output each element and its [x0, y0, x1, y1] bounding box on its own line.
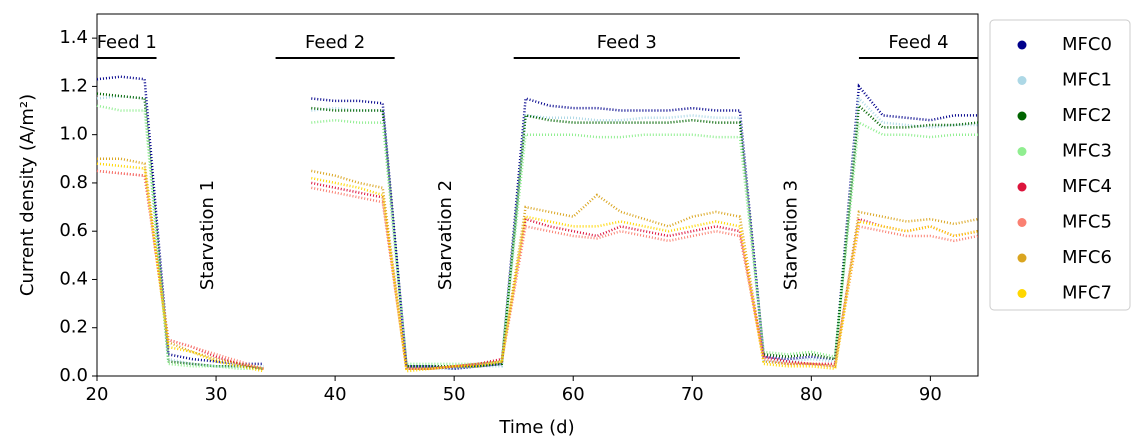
y-axis-label: Current density (A/m²) — [17, 94, 38, 296]
legend-label: MFC4 — [1062, 176, 1112, 197]
y-tick-label: 1.2 — [59, 75, 88, 96]
legend-label: MFC7 — [1062, 283, 1112, 304]
legend-marker — [1017, 111, 1027, 121]
starvation-label: Starvation 3 — [780, 180, 801, 290]
feed-label: Feed 3 — [597, 32, 657, 53]
y-tick-label: 1.4 — [59, 27, 88, 48]
y-tick-label: 0.6 — [59, 220, 88, 241]
legend-label: MFC6 — [1062, 247, 1112, 268]
series-line — [96, 104, 978, 371]
y-tick-label: 0.8 — [59, 172, 88, 193]
x-tick-label: 80 — [800, 384, 823, 405]
legend-marker — [1017, 289, 1027, 298]
x-tick-label: 60 — [562, 384, 585, 405]
legend-marker — [1017, 182, 1027, 192]
feed-label: Feed 4 — [888, 32, 948, 53]
series-line — [96, 92, 979, 371]
series-line — [96, 75, 978, 371]
x-axis-label: Time (d) — [498, 417, 574, 438]
legend-marker — [1017, 253, 1027, 263]
y-tick-label: 0.0 — [59, 365, 88, 386]
x-tick-label: 70 — [681, 384, 704, 405]
series-line — [96, 169, 979, 371]
x-tick-label: 50 — [443, 384, 466, 405]
legend-label: MFC5 — [1062, 212, 1112, 233]
plot-frame — [96, 13, 979, 377]
legend-box — [989, 19, 1131, 311]
feed-label: Feed 2 — [305, 32, 365, 53]
legend-label: MFC2 — [1062, 105, 1112, 126]
starvation-label: Starvation 2 — [435, 180, 456, 290]
x-tick-label: 20 — [86, 384, 109, 405]
y-tick-label: 0.2 — [59, 317, 88, 338]
x-tick-label: 30 — [205, 384, 228, 405]
y-tick-label: 0.4 — [59, 268, 88, 289]
legend-marker — [1017, 76, 1027, 85]
starvation-label: Starvation 1 — [197, 180, 218, 290]
x-tick-label: 40 — [324, 384, 347, 405]
series-line — [96, 169, 979, 371]
feed-label: Feed 1 — [97, 32, 157, 53]
legend-label: MFC1 — [1062, 70, 1112, 91]
legend-label: MFC0 — [1062, 34, 1112, 55]
y-tick-label: 1.0 — [59, 124, 88, 145]
legend-marker — [1017, 147, 1027, 156]
legend-label: MFC3 — [1062, 141, 1112, 162]
legend-marker — [1017, 40, 1027, 50]
legend-marker — [1017, 218, 1027, 227]
series-line — [96, 162, 979, 373]
x-tick-label: 90 — [919, 384, 942, 405]
series-line — [97, 157, 979, 371]
